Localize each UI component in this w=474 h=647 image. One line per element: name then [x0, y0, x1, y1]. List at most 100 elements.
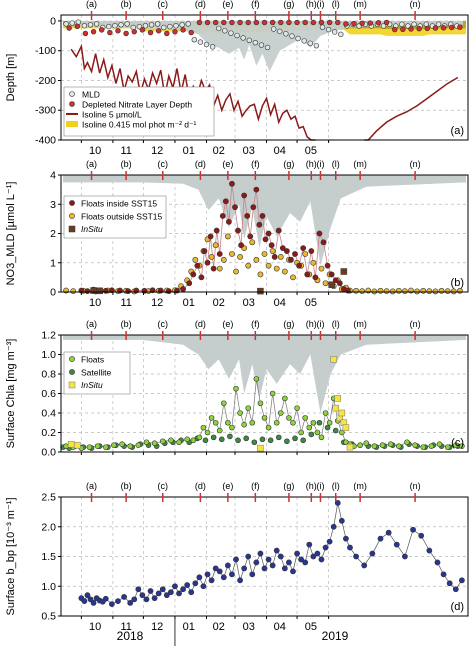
depleted-nitrate-point	[326, 19, 333, 26]
x-tick-label: 05	[305, 145, 317, 157]
depleted-nitrate-point	[335, 19, 341, 26]
depleted-nitrate-point	[221, 19, 227, 26]
depleted-nitrate-point	[392, 26, 398, 33]
nitrate-isoline	[364, 76, 459, 141]
legend: Floats inside SST15 Floats outside SST15 I…	[63, 195, 167, 239]
floats-inside-point	[320, 239, 327, 246]
floats-inside-point	[256, 221, 263, 228]
event-label: (b)	[121, 0, 132, 9]
floats-outside-point	[233, 268, 239, 275]
floats-inside-point	[288, 256, 294, 263]
floats-outside-point	[444, 288, 451, 295]
satellite-point	[251, 439, 258, 446]
satellite-point	[324, 424, 331, 431]
mld-point	[87, 22, 94, 28]
x-tick-label: 02	[213, 621, 225, 633]
event-label: (m)	[353, 159, 367, 169]
depleted-nitrate-point	[212, 19, 219, 26]
floats-outside-point	[261, 251, 268, 257]
bbp-point	[446, 580, 453, 587]
floats-point	[339, 429, 345, 436]
floats-point	[357, 442, 363, 448]
floats-point	[94, 443, 101, 449]
depleted-nitrate-point	[440, 25, 447, 31]
legend-floats-marker	[69, 356, 75, 362]
bbp-point	[155, 590, 162, 597]
event-label: (g)	[283, 159, 294, 169]
y-tick-label: 1.5	[41, 551, 56, 563]
legend-label: InSitu	[81, 380, 103, 390]
bbp-point	[273, 547, 280, 554]
depleted-nitrate-point	[82, 30, 89, 37]
depleted-nitrate-point	[416, 25, 422, 32]
event-label: (l)	[332, 319, 340, 329]
bbp-point	[102, 595, 109, 602]
floats-point	[212, 419, 219, 426]
mld-point	[197, 39, 204, 45]
floats-point	[277, 410, 284, 416]
mld-point	[222, 28, 228, 34]
panel-frame	[60, 14, 469, 141]
satellite-point	[332, 427, 339, 434]
x-tick-label: 11	[120, 621, 131, 633]
floats-inside-point	[241, 192, 248, 199]
insitu-point	[90, 287, 97, 294]
y-tick-label: -200	[35, 75, 56, 87]
legend-label: Isoline 0.415 mol phot m⁻² d⁻¹	[82, 120, 197, 130]
depleted-nitrate-point	[432, 25, 439, 31]
satellite-point	[218, 436, 225, 443]
panel-tag: (a)	[451, 125, 464, 137]
x-tick-label: 10	[89, 297, 101, 309]
legend-nitrate-marker	[69, 101, 75, 107]
x-tick-label: 01	[183, 297, 195, 309]
floats-inside-point	[292, 251, 298, 257]
event-label: (c)	[158, 0, 169, 9]
bbp-point	[139, 592, 146, 599]
bbp-point	[131, 596, 138, 603]
depleted-nitrate-point	[172, 28, 178, 35]
depleted-nitrate-point	[269, 19, 276, 26]
mld-point	[380, 23, 387, 29]
mld-point	[161, 24, 167, 31]
legend-inside-marker	[69, 200, 75, 206]
floats-point	[269, 390, 276, 397]
floats-outside-point	[414, 288, 421, 295]
floats-point	[159, 438, 166, 445]
mld-point	[234, 32, 240, 39]
bbp-point	[151, 595, 158, 602]
satellite-point	[243, 435, 249, 442]
depleted-nitrate-point	[123, 30, 129, 37]
mld-point	[289, 33, 295, 39]
floats-outside-point	[438, 287, 445, 294]
floats-inside-point	[244, 213, 251, 219]
depleted-nitrate-point	[383, 19, 390, 26]
floats-point	[322, 410, 329, 416]
event-label: (h)	[306, 159, 317, 169]
floats-outside-point	[456, 287, 463, 294]
mld-point	[313, 42, 320, 49]
floats-point	[428, 443, 435, 449]
mld-point	[301, 38, 307, 44]
bbp-point	[220, 574, 227, 581]
floats-point	[225, 419, 231, 426]
event-label: (i)	[316, 0, 324, 9]
satellite-point	[235, 437, 241, 444]
floats-point	[318, 434, 325, 441]
satellite-point	[275, 434, 282, 441]
bbp-point	[261, 565, 268, 572]
bbp-point	[204, 571, 211, 578]
floats-inside-point	[271, 253, 278, 260]
x-tick-label: 12	[151, 621, 163, 633]
event-label: (g)	[283, 481, 294, 491]
depleted-nitrate-point	[424, 25, 430, 32]
floats-outside-point	[257, 271, 264, 278]
mld-point	[228, 30, 234, 36]
legend-box	[63, 195, 167, 239]
depleted-nitrate-point	[367, 20, 374, 26]
y-tick-label: 0.2	[41, 427, 56, 439]
event-label: (i)	[316, 481, 324, 491]
panel-tag: (b)	[451, 277, 464, 289]
floats-outside-point	[450, 288, 457, 295]
event-label: (f)	[251, 319, 260, 329]
floats-inside-point	[204, 259, 211, 266]
